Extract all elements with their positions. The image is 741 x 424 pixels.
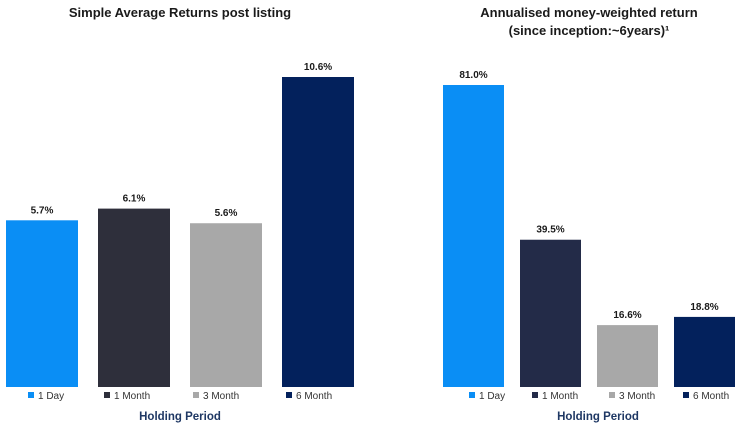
value-label-1-month: 6.1% — [123, 194, 146, 205]
legend-swatch-3-month — [609, 392, 615, 398]
legend-label-1-day: 1 Day — [479, 391, 505, 402]
bar-1-day — [6, 220, 78, 387]
value-label-1-day: 5.7% — [31, 205, 54, 216]
chart-title: Simple Average Returns post listing — [69, 5, 291, 20]
bar-group — [6, 77, 354, 387]
value-label-6-month: 18.8% — [690, 302, 718, 313]
value-label-3-month: 5.6% — [215, 208, 238, 219]
legend-label-3-month: 3 Month — [619, 391, 655, 402]
bar-3-month — [190, 223, 262, 387]
legend-label-6-month: 6 Month — [693, 391, 729, 402]
value-label-group: 5.7% 6.1% 5.6% 10.6% — [31, 62, 333, 219]
value-label-3-month: 16.6% — [613, 310, 641, 321]
chart-simple-average-returns: Simple Average Returns post listing 5.7%… — [6, 5, 354, 423]
bar-1-day — [443, 85, 504, 387]
value-label-1-month: 39.5% — [536, 225, 564, 236]
chart-subtitle: (since inception:~6years)¹ — [509, 23, 670, 38]
legend-swatch-1-day — [469, 392, 475, 398]
bar-1-month — [98, 208, 170, 387]
value-label-6-month: 10.6% — [304, 62, 332, 73]
bar-6-month — [674, 316, 735, 387]
legend-label-3-month: 3 Month — [203, 391, 239, 402]
chart-annualised-return: Annualised money-weighted return (since … — [443, 5, 735, 423]
legend-swatch-1-day — [28, 392, 34, 398]
legend-swatch-6-month — [683, 392, 689, 398]
value-label-group: 81.0% 39.5% 16.6% 18.8% — [459, 70, 718, 321]
legend-label-6-month: 6 Month — [296, 391, 332, 402]
legend-swatch-1-month — [532, 392, 538, 398]
legend-label-1-day: 1 Day — [38, 391, 64, 402]
bar-6-month — [282, 77, 354, 387]
legend-label-1-month: 1 Month — [114, 391, 150, 402]
legend-swatch-3-month — [193, 392, 199, 398]
bar-3-month — [597, 325, 658, 387]
legend-label-1-month: 1 Month — [542, 391, 578, 402]
chart-title: Annualised money-weighted return — [480, 5, 697, 20]
x-axis-title: Holding Period — [139, 411, 221, 423]
legend-swatch-6-month — [286, 392, 292, 398]
bar-1-month — [520, 239, 581, 387]
bar-group — [443, 85, 735, 387]
legend: 1 Day 1 Month 3 Month 6 Month — [469, 391, 729, 402]
value-label-1-day: 81.0% — [459, 70, 487, 81]
x-axis-title: Holding Period — [557, 411, 639, 423]
legend: 1 Day 1 Month 3 Month 6 Month — [28, 391, 332, 402]
legend-swatch-1-month — [104, 392, 110, 398]
